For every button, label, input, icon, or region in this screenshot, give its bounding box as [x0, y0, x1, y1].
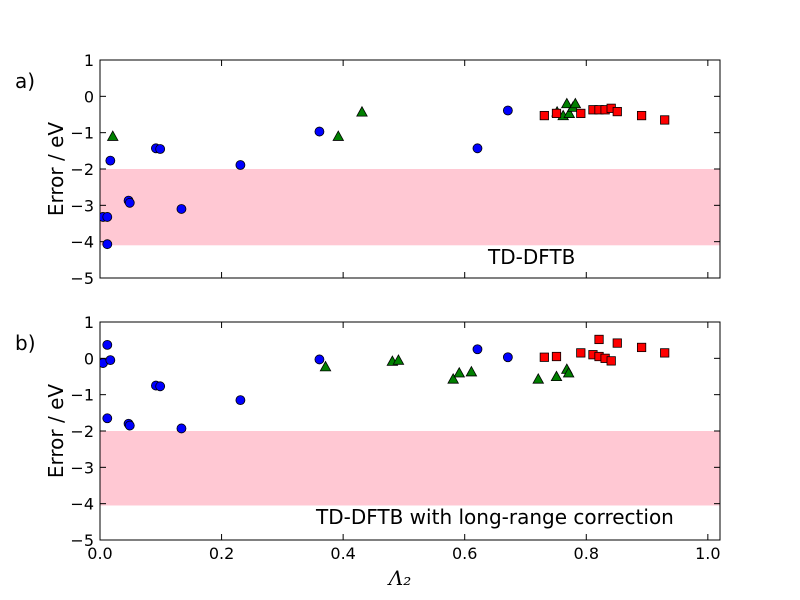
y-tick-label: 1 — [84, 51, 94, 70]
circle-point — [502, 105, 513, 116]
square-point — [636, 110, 647, 121]
triangle-point — [356, 105, 368, 117]
triangle-point — [562, 366, 575, 378]
y-tick-label: 0 — [84, 87, 94, 106]
circle-point — [105, 355, 116, 366]
triangle-point — [106, 130, 119, 141]
circle-point — [102, 239, 113, 250]
error-band — [100, 169, 720, 246]
triangle-point — [465, 365, 478, 377]
triangle-point — [319, 360, 332, 372]
square-point — [660, 348, 670, 358]
square-point — [551, 108, 562, 119]
y-tick-label: −5 — [70, 269, 94, 288]
square-point — [539, 110, 549, 121]
y-axis-title: Error / eV — [44, 122, 68, 217]
square-point — [539, 352, 549, 362]
circle-point — [102, 212, 113, 222]
triangle-point — [453, 366, 466, 378]
y-tick-label: 1 — [84, 313, 94, 332]
panel-label: a) — [15, 69, 35, 93]
triangle-point — [563, 107, 576, 118]
data-points — [100, 97, 670, 250]
circle-point — [235, 160, 246, 170]
x-tick-label: 0.0 — [87, 544, 112, 563]
circle-point — [472, 344, 483, 355]
circle-point — [124, 420, 135, 431]
y-tick-label: −4 — [70, 233, 94, 252]
y-tick-label: −3 — [70, 196, 94, 215]
triangle-point — [550, 370, 563, 382]
y-tick-label: −5 — [70, 531, 94, 550]
square-point — [594, 334, 604, 345]
panel-a: −5 −4 −3 −2 −1 0 1 Error / eV a) TD-DFTB — [15, 51, 721, 288]
x-tick-label: 0.6 — [452, 544, 477, 563]
circle-point — [155, 381, 166, 392]
y-tick-label: 0 — [84, 349, 94, 368]
circle-point — [235, 395, 246, 406]
y-tick-label: −4 — [70, 495, 94, 514]
square-point — [551, 351, 562, 362]
circle-point — [155, 144, 166, 154]
square-point — [576, 108, 586, 119]
triangle-point — [532, 373, 545, 384]
y-tick-label: −1 — [70, 386, 94, 405]
y-tick-label: −1 — [70, 124, 94, 143]
error-band — [100, 431, 720, 506]
circle-point — [314, 354, 325, 365]
triangle-point — [332, 130, 345, 141]
triangle-point — [392, 354, 405, 365]
circle-point — [472, 143, 483, 154]
x-tick-label: 0.8 — [574, 544, 599, 563]
circle-point — [102, 339, 113, 350]
y-tick-label: −2 — [70, 422, 94, 441]
circle-point — [176, 423, 187, 434]
square-point — [576, 348, 586, 358]
panel-label: b) — [15, 331, 36, 355]
chart-annotation: TD-DFTB — [487, 245, 575, 269]
square-point — [612, 106, 622, 117]
triangle-point — [569, 97, 582, 109]
circle-point — [502, 352, 513, 363]
chart-annotation: TD-DFTB with long-range correction — [315, 505, 674, 529]
triangle-point — [560, 97, 573, 109]
circle-point — [124, 197, 135, 208]
circle-point — [105, 155, 116, 166]
y-tick-label: −2 — [70, 160, 94, 179]
circle-point — [314, 126, 325, 137]
x-axis-title: Λ₂ — [387, 566, 411, 590]
x-tick-label: 0.2 — [209, 544, 234, 563]
triangle-point — [447, 373, 460, 384]
circle-point — [176, 204, 187, 214]
square-point — [606, 356, 616, 366]
circle-point — [102, 413, 113, 424]
x-tick-label: 1.0 — [695, 544, 720, 563]
y-axis-title: Error / eV — [44, 384, 68, 479]
x-tick-label: 0.4 — [330, 544, 355, 563]
y-tick-label: −3 — [70, 458, 94, 477]
square-point — [660, 115, 670, 125]
square-point — [612, 338, 622, 348]
data-points — [100, 334, 670, 434]
panel-b: −5 −4 −3 −2 −1 0 1 0.0 0.2 0.4 0.6 0.8 1.0 Error / eV… — [15, 313, 721, 590]
square-point — [636, 342, 647, 353]
